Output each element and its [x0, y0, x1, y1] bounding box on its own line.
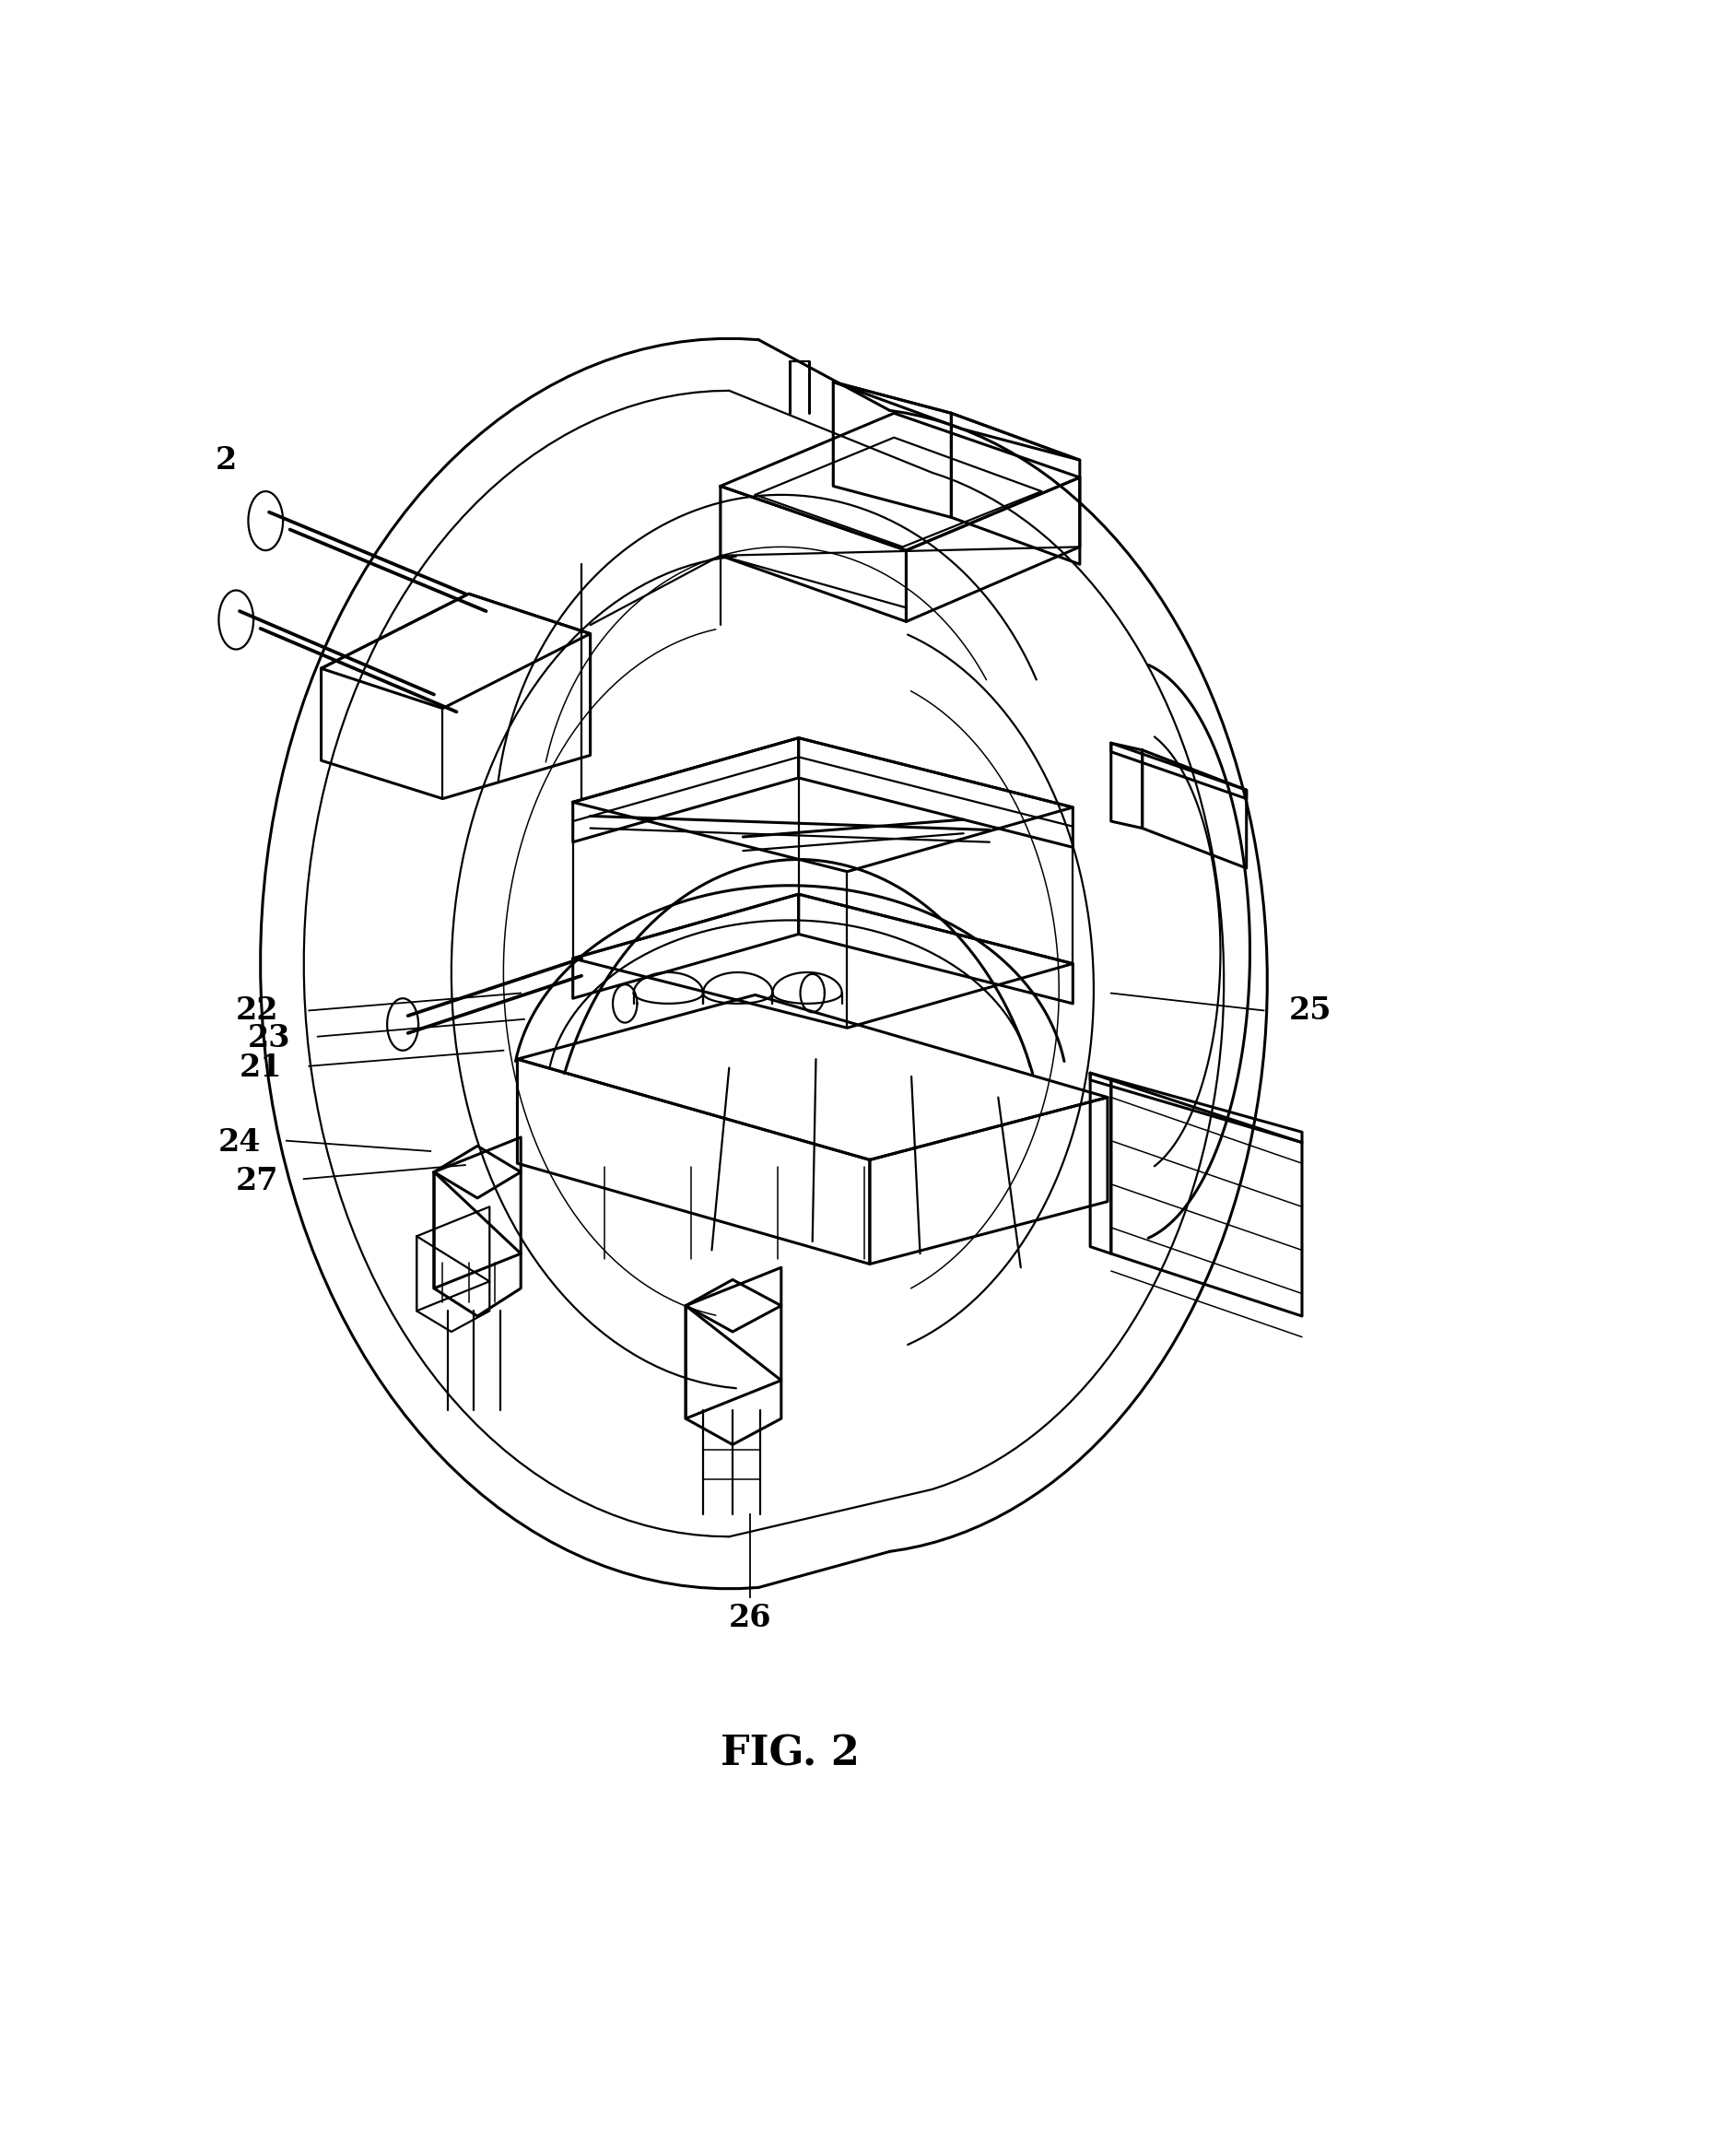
Text: 25: 25 — [1290, 995, 1332, 1025]
Text: 24: 24 — [219, 1128, 260, 1158]
Text: 26: 26 — [729, 1604, 771, 1634]
Text: 23: 23 — [248, 1023, 290, 1053]
Text: FIG. 2: FIG. 2 — [720, 1733, 859, 1774]
Text: 21: 21 — [240, 1053, 281, 1083]
Text: 27: 27 — [236, 1165, 278, 1195]
Text: 22: 22 — [236, 995, 278, 1025]
Text: 2: 2 — [215, 446, 236, 476]
